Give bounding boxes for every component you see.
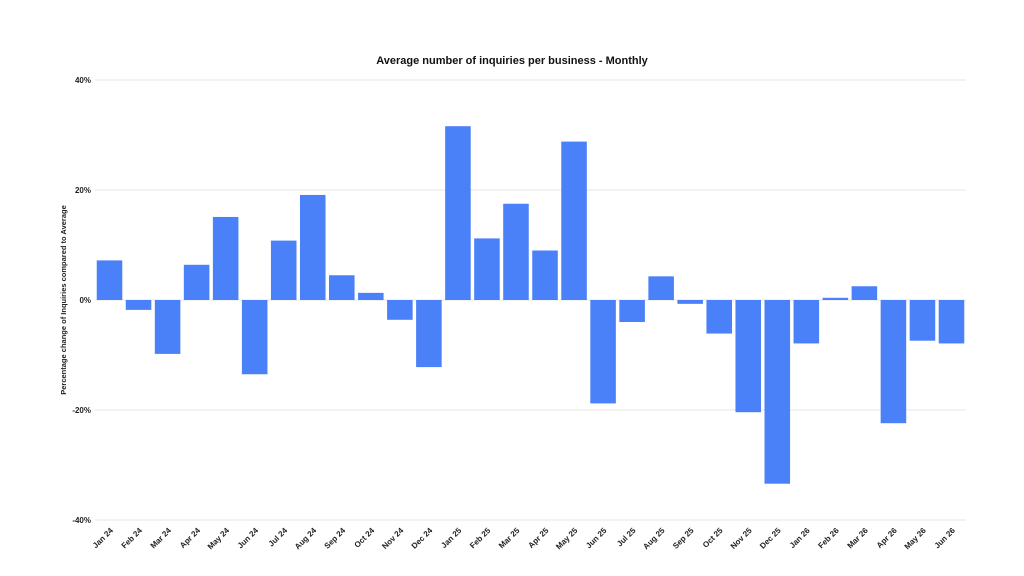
x-tick-label: Oct 24 — [353, 526, 377, 550]
x-tick-label: Apr 25 — [526, 526, 550, 550]
bar — [329, 275, 355, 300]
bar — [909, 300, 936, 341]
bar — [241, 300, 268, 375]
x-tick-label: Feb 26 — [816, 526, 841, 551]
x-tick-label: Dec 25 — [758, 526, 783, 551]
x-tick-label: May 24 — [206, 526, 232, 552]
bar — [793, 300, 820, 344]
x-tick-label: Jun 25 — [584, 526, 609, 551]
x-tick-label: May 25 — [554, 526, 580, 552]
bar — [154, 300, 181, 354]
bar — [96, 260, 123, 300]
x-tick-label: Mar 25 — [497, 526, 522, 551]
y-tick-label: 40% — [75, 76, 91, 85]
y-tick-label: -20% — [72, 406, 91, 415]
x-tick-label: Nov 24 — [380, 526, 405, 551]
x-tick-label: Jan 26 — [788, 526, 812, 550]
bar — [358, 292, 384, 300]
x-tick-label: Jan 24 — [91, 526, 115, 550]
bar — [445, 126, 471, 300]
x-tick-label: Nov 25 — [729, 526, 754, 551]
bar — [125, 300, 152, 310]
bar — [299, 194, 326, 300]
bar — [270, 240, 297, 300]
x-tick-label: Aug 25 — [641, 526, 667, 552]
x-tick-label: Jan 25 — [439, 526, 463, 550]
x-tick-label: Apr 24 — [178, 526, 202, 550]
x-tick-label: May 26 — [903, 526, 929, 552]
bar — [212, 216, 239, 300]
bar — [706, 300, 732, 334]
bar — [416, 300, 442, 368]
x-tick-label: Jun 26 — [933, 526, 958, 551]
x-tick-label: Feb 25 — [468, 526, 493, 551]
x-tick-label: Mar 26 — [846, 526, 871, 551]
x-tick-label: Mar 24 — [149, 526, 174, 551]
bar — [561, 141, 587, 300]
bar — [648, 276, 674, 300]
bar — [938, 300, 965, 344]
x-tick-labels: Jan 24 Feb 24 Mar 24 Apr 24 May 24 Jun 24 Jul … — [91, 526, 957, 552]
x-tick-label: Dec 24 — [410, 526, 435, 551]
bar — [503, 203, 529, 300]
y-tick-label: -40% — [72, 516, 91, 525]
bar — [677, 300, 703, 304]
bar — [880, 300, 907, 424]
y-axis-label: Percentage change of Inquiries compared … — [59, 205, 68, 395]
bar — [851, 286, 878, 300]
x-tick-label: Feb 24 — [120, 526, 145, 551]
gridlines — [95, 79, 966, 521]
bar — [822, 297, 849, 300]
x-tick-label: Sep 24 — [323, 526, 348, 551]
y-tick-label: 20% — [75, 186, 91, 195]
x-tick-label: Jun 24 — [236, 526, 261, 551]
bar — [474, 238, 500, 300]
bar — [590, 300, 616, 404]
x-tick-label: Apr 26 — [875, 526, 899, 550]
x-tick-label: Aug 24 — [293, 526, 319, 552]
chart-title: Average number of inquiries per business… — [376, 55, 648, 67]
x-tick-label: Oct 25 — [701, 526, 725, 550]
bar — [764, 300, 791, 484]
y-tick-label: 0% — [79, 296, 91, 305]
bar — [387, 300, 413, 320]
bar — [735, 300, 762, 413]
x-tick-label: Jul 25 — [615, 526, 638, 549]
x-tick-label: Jul 24 — [267, 526, 290, 549]
x-tick-label: Sep 25 — [671, 526, 696, 551]
bars — [96, 126, 965, 484]
bar — [619, 300, 645, 322]
bar — [532, 250, 558, 300]
y-tick-labels: -40% -20% 0% 20% 40% — [72, 76, 91, 525]
bar — [183, 264, 210, 300]
